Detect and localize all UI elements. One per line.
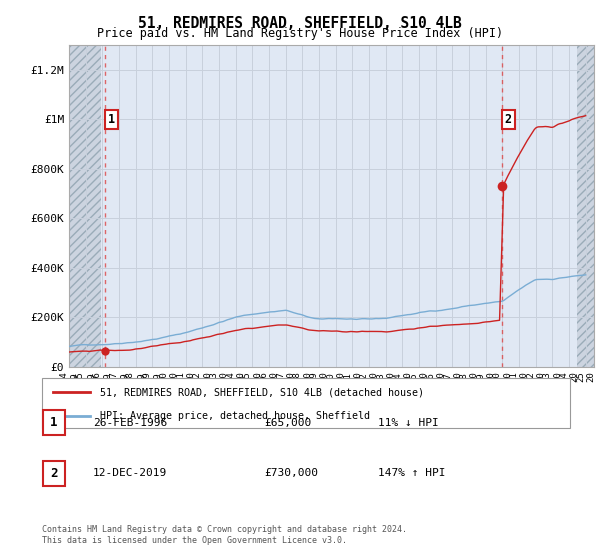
Text: Price paid vs. HM Land Registry's House Price Index (HPI): Price paid vs. HM Land Registry's House … bbox=[97, 27, 503, 40]
Text: £65,000: £65,000 bbox=[264, 418, 311, 428]
Bar bbox=[577, 45, 594, 367]
Text: 1: 1 bbox=[50, 416, 58, 430]
Text: Contains HM Land Registry data © Crown copyright and database right 2024.
This d: Contains HM Land Registry data © Crown c… bbox=[42, 525, 407, 545]
Text: £730,000: £730,000 bbox=[264, 468, 318, 478]
Text: 2: 2 bbox=[50, 466, 58, 480]
Text: 147% ↑ HPI: 147% ↑ HPI bbox=[378, 468, 445, 478]
Text: HPI: Average price, detached house, Sheffield: HPI: Average price, detached house, Shef… bbox=[100, 411, 370, 421]
Text: 26-FEB-1996: 26-FEB-1996 bbox=[93, 418, 167, 428]
Bar bbox=[69, 45, 101, 367]
Text: 12-DEC-2019: 12-DEC-2019 bbox=[93, 468, 167, 478]
Text: 51, REDMIRES ROAD, SHEFFIELD, S10 4LB (detached house): 51, REDMIRES ROAD, SHEFFIELD, S10 4LB (d… bbox=[100, 387, 424, 397]
Text: 1: 1 bbox=[108, 113, 115, 125]
Text: 51, REDMIRES ROAD, SHEFFIELD, S10 4LB: 51, REDMIRES ROAD, SHEFFIELD, S10 4LB bbox=[138, 16, 462, 31]
Text: 11% ↓ HPI: 11% ↓ HPI bbox=[378, 418, 439, 428]
Text: 2: 2 bbox=[505, 113, 512, 125]
